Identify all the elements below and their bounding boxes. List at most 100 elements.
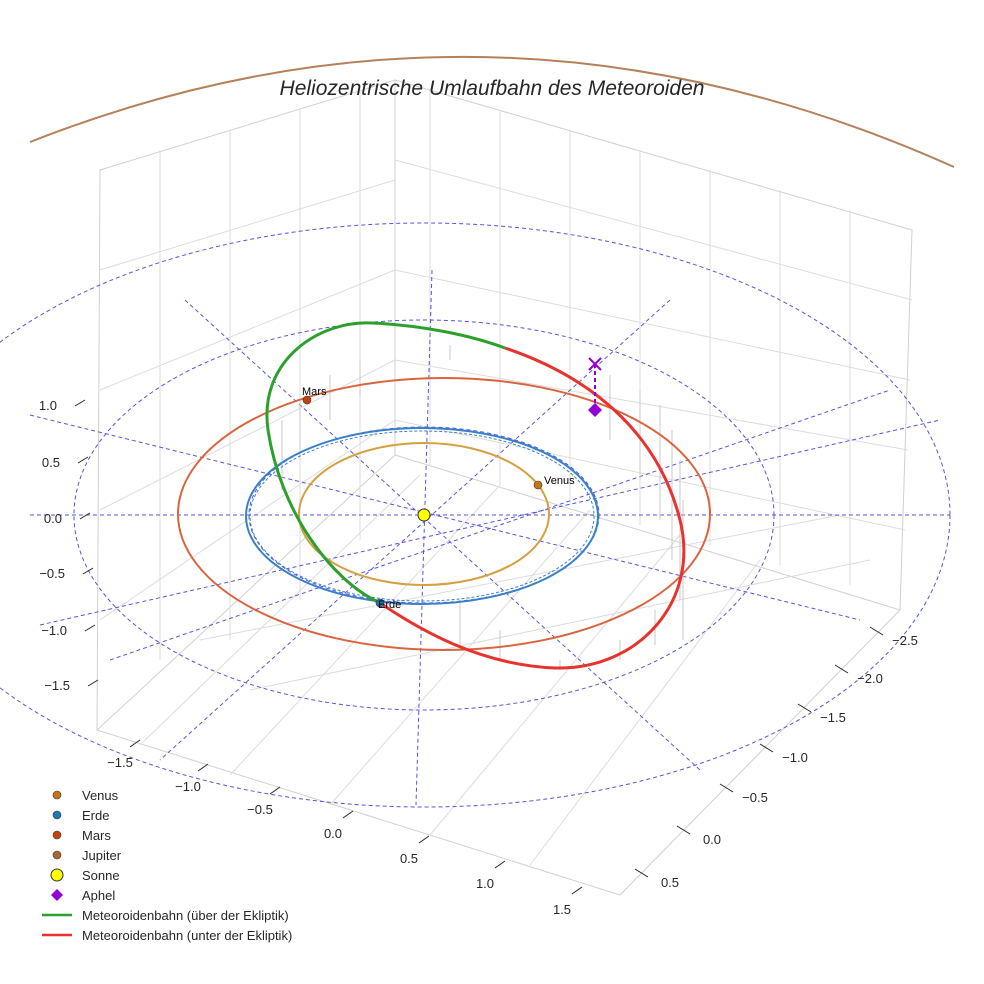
y-tick-label: 0.5 <box>661 875 679 890</box>
z-tick-mark <box>87 679 99 687</box>
meteor-path-below <box>379 346 686 670</box>
legend-item: Erde <box>52 808 109 823</box>
y-tick-mark <box>719 783 734 793</box>
y-tick-label: −2.0 <box>857 671 883 686</box>
legend-item: Jupiter <box>52 848 122 863</box>
legend-dot-icon <box>52 810 62 820</box>
y-tick-label: −1.0 <box>782 750 808 765</box>
ref-ring-outer <box>0 222 951 808</box>
meteoroid-orbit <box>265 321 686 670</box>
x-tick-label: 1.5 <box>553 902 571 917</box>
legend-item: Venus <box>52 788 119 803</box>
z-tick-label: 0.5 <box>42 455 60 470</box>
ref-spoke <box>109 389 891 661</box>
ref-spoke <box>159 299 671 761</box>
y-tick-mark <box>797 703 812 713</box>
z-tick-mark <box>79 512 91 520</box>
legend-label: Meteoroidenbahn (unter der Ekliptik) <box>82 928 292 943</box>
pane-outline-right <box>394 79 913 611</box>
x-tick-mark <box>418 835 430 844</box>
y-tick-label: −2.5 <box>892 633 918 648</box>
legend-dot-icon <box>52 830 62 840</box>
legend-dot-icon <box>52 790 62 800</box>
pane-outline-back <box>96 79 396 732</box>
meteor-path-above <box>265 321 506 605</box>
y-axis: −2.5 −2.0 −1.5 −1.0 −0.5 0.0 0.5 <box>634 626 918 890</box>
legend-label: Mars <box>82 828 111 843</box>
legend-dot-icon <box>52 850 62 860</box>
legend: Venus Erde Mars Jupiter Sonne Aphel Meteoroide… <box>42 788 292 943</box>
y-tick-mark <box>676 825 691 835</box>
aphel-marker <box>588 357 602 417</box>
chart-title: Heliozentrische Umlaufbahn des Meteoroid… <box>280 77 705 100</box>
legend-sun-icon <box>50 868 64 882</box>
y-tick-mark <box>759 743 774 753</box>
x-tick-mark <box>494 860 506 869</box>
legend-item: Meteoroidenbahn (über der Ekliptik) <box>42 908 289 923</box>
x-tick-label: 1.0 <box>476 876 494 891</box>
x-tick-mark <box>571 886 583 895</box>
earth-orbit <box>245 427 599 605</box>
pane-grid <box>96 79 913 896</box>
earth-label: Erde <box>378 599 401 611</box>
mars-orbit <box>177 377 711 651</box>
projection-droplines <box>281 345 684 670</box>
aphel-cross-icon <box>588 357 602 371</box>
legend-label: Venus <box>82 788 119 803</box>
y-tick-label: −1.5 <box>820 710 846 725</box>
legend-diamond-icon <box>51 889 63 901</box>
y-tick-label: 0.0 <box>703 832 721 847</box>
x-tick-label: −1.0 <box>175 779 201 794</box>
x-tick-mark <box>269 786 281 795</box>
planets: Venus Erde Mars <box>302 386 575 611</box>
z-tick-mark <box>84 624 96 632</box>
legend-item: Mars <box>52 828 111 843</box>
legend-item: Meteoroidenbahn (unter der Ekliptik) <box>42 928 292 943</box>
legend-label: Erde <box>82 808 109 823</box>
pane-floor-front <box>96 609 901 896</box>
pane-lines <box>99 90 913 866</box>
z-tick-label: −1.0 <box>41 623 67 638</box>
z-tick-label: −0.5 <box>39 566 65 581</box>
earth-orbit-inner <box>249 430 595 602</box>
z-tick-mark <box>74 399 86 407</box>
y-tick-label: −0.5 <box>742 790 768 805</box>
aphel-diamond-icon <box>588 403 602 417</box>
jupiter-orbit <box>29 55 955 168</box>
x-tick-label: −1.5 <box>107 755 133 770</box>
x-tick-mark <box>197 763 209 772</box>
legend-label: Sonne <box>82 868 120 883</box>
sun-marker <box>417 508 431 522</box>
y-tick-mark <box>634 868 649 878</box>
x-tick-label: 0.5 <box>400 851 418 866</box>
y-tick-mark <box>869 626 884 636</box>
z-axis: −1.5 −1.0 −0.5 0.0 0.5 1.0 <box>39 398 99 693</box>
ref-spoke <box>184 299 701 771</box>
ecliptic-reference-grid <box>0 222 951 808</box>
venus-orbit <box>298 442 550 586</box>
planet-orbits <box>29 55 955 651</box>
legend-label: Meteoroidenbahn (über der Ekliptik) <box>82 908 289 923</box>
ref-spoke <box>29 414 861 621</box>
legend-label: Jupiter <box>82 848 122 863</box>
z-tick-mark <box>77 456 89 464</box>
z-tick-label: −1.5 <box>44 678 70 693</box>
x-tick-mark <box>129 739 141 748</box>
earth-marker <box>375 598 385 608</box>
x-tick-mark <box>342 810 354 819</box>
legend-item: Sonne <box>50 868 120 883</box>
legend-item: Aphel <box>51 888 115 903</box>
venus-label: Venus <box>544 475 575 487</box>
x-axis: −1.5 −1.0 −0.5 0.0 0.5 1.0 1.5 <box>107 739 583 917</box>
mars-marker <box>302 395 312 405</box>
y-tick-mark <box>834 664 849 674</box>
z-tick-label: 1.0 <box>39 398 57 413</box>
z-tick-label: 0.0 <box>44 511 62 526</box>
mars-label: Mars <box>302 386 327 398</box>
x-tick-label: 0.0 <box>324 826 342 841</box>
venus-marker <box>533 480 543 490</box>
z-tick-mark <box>82 567 94 575</box>
legend-label: Aphel <box>82 888 115 903</box>
x-tick-label: −0.5 <box>247 802 273 817</box>
